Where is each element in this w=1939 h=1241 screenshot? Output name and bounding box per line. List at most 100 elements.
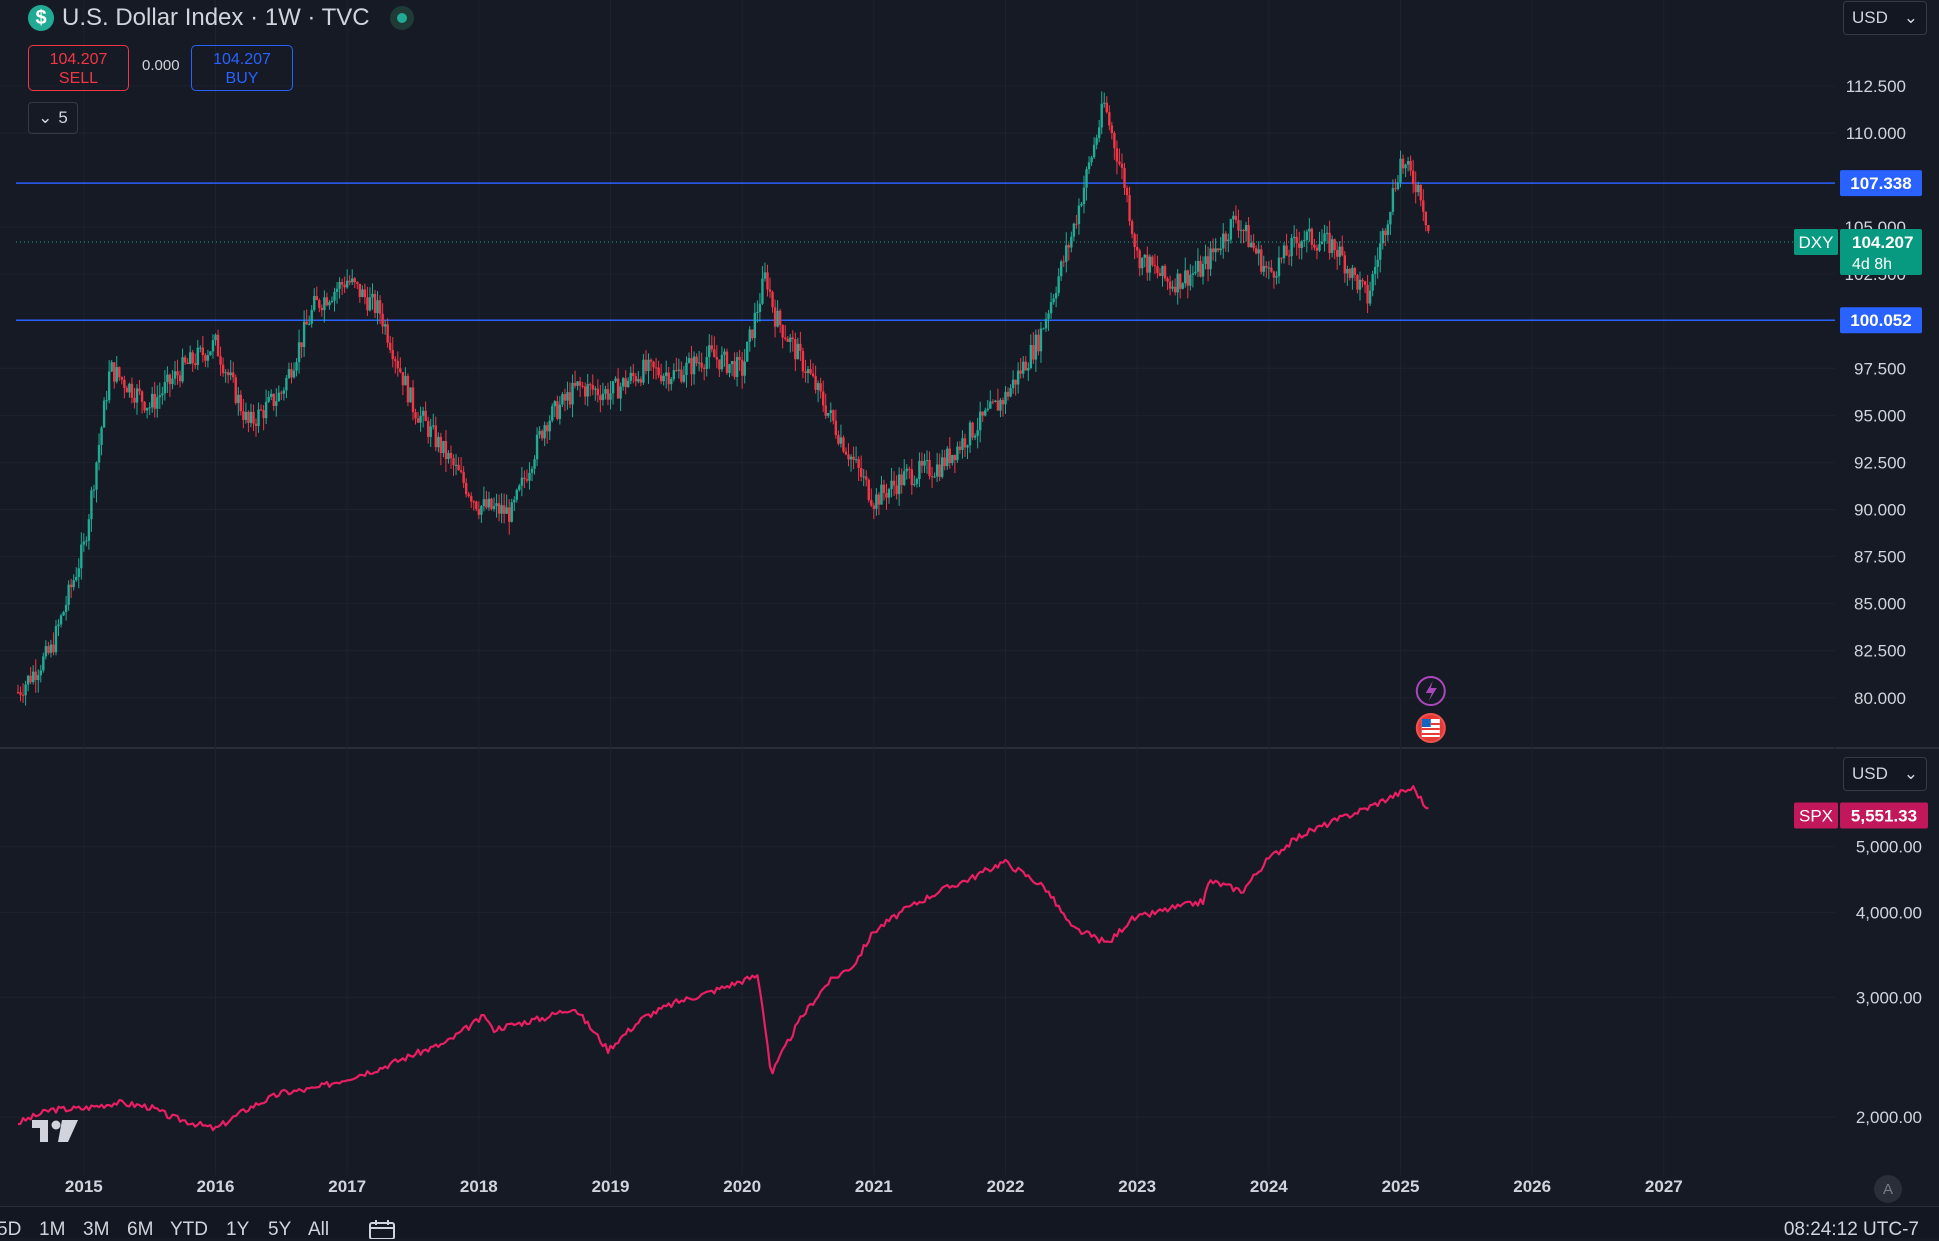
dxy-candle-body bbox=[495, 503, 498, 507]
dxy-candle-body bbox=[1179, 273, 1182, 289]
dxy-candle-body bbox=[920, 461, 924, 466]
dxy-candle-body bbox=[649, 359, 653, 362]
dxy-candle-body bbox=[966, 445, 969, 448]
dxy-candle-body bbox=[1163, 265, 1167, 279]
sell-button[interactable]: 104.207 SELL bbox=[28, 45, 129, 91]
tradingview-logo-icon[interactable] bbox=[32, 1118, 80, 1144]
dxy-candle-body bbox=[1224, 233, 1227, 242]
dxy-candle-body bbox=[1262, 265, 1265, 272]
dxy-candle-body bbox=[178, 375, 182, 382]
dxy-candle-body bbox=[632, 372, 635, 377]
dxy-candle-body bbox=[1189, 274, 1192, 286]
us-flag-event-icon[interactable] bbox=[1415, 713, 1446, 743]
timeframe-5y[interactable]: 5Y bbox=[268, 1219, 292, 1240]
currency-select-top[interactable]: USD ⌄ bbox=[1843, 1, 1927, 35]
horizontal-line-label: 107.338 bbox=[1850, 174, 1911, 193]
dxy-candle-body bbox=[720, 354, 724, 370]
dxy-candle-body bbox=[1341, 246, 1344, 256]
dxy-candle-body bbox=[416, 418, 420, 423]
dxy-candle-body bbox=[1060, 261, 1063, 277]
calendar-icon[interactable] bbox=[368, 1219, 396, 1239]
dxy-candle-body bbox=[310, 309, 313, 324]
dxy-candle-body bbox=[1199, 260, 1202, 277]
dxy-candle-body bbox=[247, 411, 250, 423]
timeframe-all[interactable]: All bbox=[308, 1219, 330, 1240]
timeframe-6m[interactable]: 6M bbox=[127, 1219, 154, 1240]
dxy-candle-body bbox=[482, 499, 486, 507]
dxy-candle-body bbox=[1343, 255, 1346, 274]
dxy-candle-body bbox=[459, 470, 463, 472]
dxy-candle-body bbox=[738, 357, 741, 360]
auto-scale-button[interactable]: A bbox=[1874, 1175, 1902, 1203]
dxy-candle-body bbox=[1376, 259, 1379, 267]
dxy-candle-body bbox=[345, 280, 349, 288]
dxy-candle-body bbox=[502, 505, 506, 514]
dxy-candle-body bbox=[859, 468, 863, 477]
market-status-icon[interactable] bbox=[389, 6, 414, 30]
dxy-candle-body bbox=[854, 459, 858, 461]
dxy-candle-body bbox=[454, 464, 458, 466]
dxy-candle-body bbox=[1391, 188, 1395, 212]
dxy-candle-body bbox=[199, 347, 202, 349]
dxy-candle-body bbox=[381, 313, 384, 327]
dxy-candle-body bbox=[1130, 221, 1134, 235]
dxy-candle-body bbox=[1077, 205, 1081, 225]
dxy-candle-body bbox=[470, 495, 473, 502]
dxy-candle-body bbox=[1103, 102, 1106, 104]
dxy-candle-body bbox=[252, 411, 255, 424]
dxy-candle-body bbox=[561, 394, 564, 405]
dxy-candle-body bbox=[1141, 257, 1144, 269]
dxy-candle-body bbox=[1222, 233, 1225, 249]
dxy-candle-body bbox=[1209, 248, 1212, 270]
dxy-candle-body bbox=[505, 507, 508, 514]
time-axis-label: 2019 bbox=[592, 1177, 630, 1196]
timeframe-1y[interactable]: 1Y bbox=[226, 1219, 250, 1240]
dxy-candle-body bbox=[1006, 391, 1010, 397]
buy-label: BUY bbox=[225, 70, 259, 87]
dxy-candle-body bbox=[1333, 239, 1336, 251]
dxy-candle-body bbox=[1386, 224, 1390, 236]
dxy-candle-body bbox=[740, 359, 744, 376]
lightning-event-icon[interactable] bbox=[1415, 676, 1446, 706]
dxy-candle-body bbox=[156, 397, 159, 409]
dxy-candle-body bbox=[1373, 266, 1377, 275]
indicators-toggle-button[interactable]: ⌄ 5 bbox=[28, 102, 78, 134]
dxy-candle-body bbox=[571, 382, 574, 405]
dxy-candle-body bbox=[378, 300, 382, 314]
timeframe-1m[interactable]: 1M bbox=[39, 1219, 66, 1240]
buy-button[interactable]: 104.207 BUY bbox=[191, 45, 293, 91]
dxy-candle-body bbox=[1267, 267, 1271, 269]
dxy-candle-body bbox=[1072, 223, 1076, 237]
dxy-candle-body bbox=[746, 341, 749, 362]
spx-axis-label: 3,000.00 bbox=[1856, 988, 1922, 1007]
dxy-candle-body bbox=[915, 479, 919, 484]
clock[interactable]: 08:24:12 UTC-7 bbox=[1783, 1219, 1919, 1240]
dxy-candle-body bbox=[57, 624, 60, 627]
spx-symbol-tag: SPX bbox=[1799, 807, 1833, 826]
symbol-title[interactable]: U.S. Dollar Index · 1W · TVC bbox=[62, 4, 370, 31]
dxy-candle-body bbox=[548, 420, 551, 432]
currency-label: USD bbox=[1852, 8, 1888, 27]
dxy-candle-body bbox=[280, 392, 283, 394]
symbol-legend[interactable]: $ U.S. Dollar Index · 1W · TVC bbox=[28, 4, 414, 32]
dxy-candle-body bbox=[1011, 379, 1015, 389]
timeframe-3m[interactable]: 3M bbox=[83, 1219, 110, 1240]
currency-select-bottom[interactable]: USD ⌄ bbox=[1843, 757, 1927, 791]
dxy-candle-body bbox=[700, 362, 703, 368]
timeframe-5d[interactable]: 5D bbox=[0, 1219, 22, 1240]
dxy-candle-body bbox=[935, 464, 939, 477]
dxy-candle-body bbox=[1399, 158, 1402, 183]
spx-price-tag: 5,551.33 bbox=[1851, 807, 1917, 826]
dxy-candle-body bbox=[925, 460, 929, 462]
dxy-candle-body bbox=[191, 352, 194, 364]
dxy-candle-body bbox=[1227, 239, 1230, 242]
timeframe-ytd[interactable]: YTD bbox=[170, 1219, 208, 1240]
dxy-candle-body bbox=[675, 370, 678, 372]
dxy-candle-body bbox=[226, 372, 230, 376]
spx-price-tag-bg bbox=[1840, 802, 1928, 829]
dxy-candle-body bbox=[1115, 148, 1119, 162]
dxy-candle-body bbox=[540, 430, 544, 439]
dxy-candle-body bbox=[576, 381, 579, 386]
